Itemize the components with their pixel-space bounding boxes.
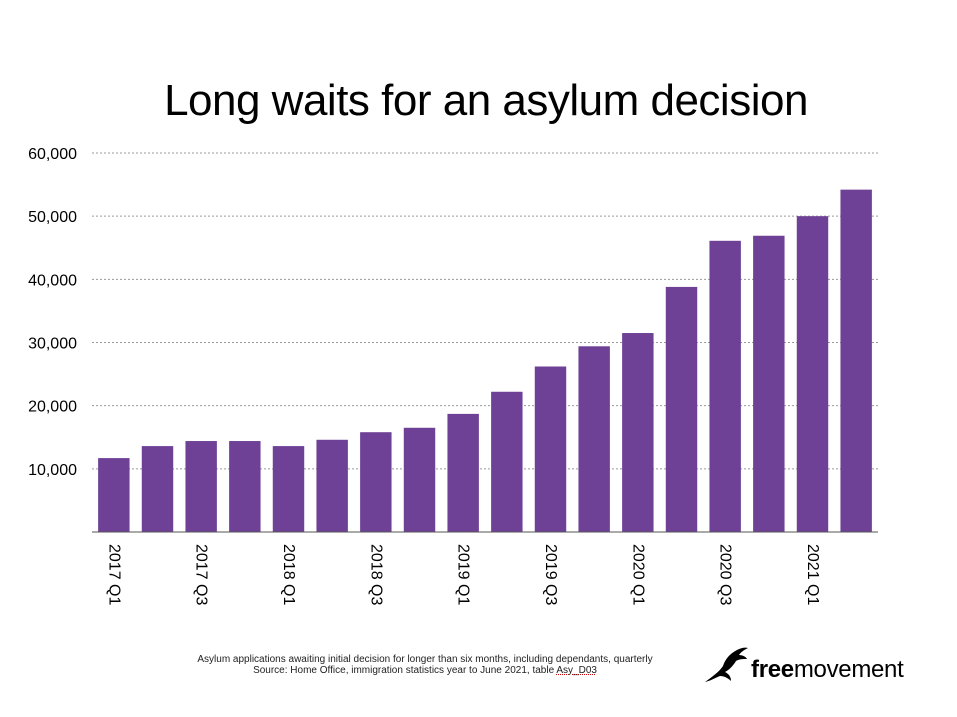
bird-icon	[705, 647, 748, 682]
caption-source-text: Source: Home Office, immigration statist…	[253, 665, 557, 676]
x-tick-label: 2017 Q3	[193, 544, 210, 605]
x-tick-label: 2020 Q3	[717, 544, 734, 605]
bar	[840, 189, 872, 533]
bar	[360, 432, 392, 532]
caption-description: Asylum applications awaiting initial dec…	[197, 654, 653, 665]
y-tick-label: 10,000	[28, 462, 77, 479]
bar	[491, 391, 523, 532]
y-tick-label: 50,000	[28, 209, 77, 226]
bar	[622, 333, 654, 532]
y-tick-label: 30,000	[28, 336, 77, 353]
logo-bold-text: free	[751, 656, 794, 683]
bars	[98, 189, 872, 533]
bar	[316, 439, 348, 532]
bar	[185, 441, 217, 532]
gridlines	[92, 152, 878, 470]
x-tick-label: 2019 Q3	[542, 544, 559, 605]
y-tick-label: 60,000	[28, 146, 77, 163]
y-tick-label: 20,000	[28, 399, 77, 416]
x-tick-label: 2019 Q1	[455, 544, 472, 605]
bar	[753, 235, 785, 532]
bar	[578, 346, 610, 532]
bar	[534, 366, 567, 532]
caption-table-ref: Asy_D03	[556, 665, 597, 676]
bar-chart: 10,000 20,000 30,000 40,000 50,000 60,000 201…	[28, 146, 878, 605]
bar	[141, 446, 174, 532]
chart-title: Long waits for an asylum decision	[164, 76, 808, 125]
bar	[403, 427, 436, 532]
x-tick-label: 2017 Q1	[105, 544, 122, 605]
logo-wordmark: freemovement	[751, 656, 904, 684]
y-tick-label: 40,000	[28, 272, 77, 289]
bar	[98, 458, 130, 532]
logo-regular-text: movement	[793, 656, 904, 683]
x-tick-label: 2020 Q1	[629, 544, 646, 605]
x-axis-tick-labels: 2017 Q1 2017 Q3 2018 Q1 2018 Q3 2019 Q1 2019 …	[105, 544, 821, 605]
chart-caption: Asylum applications awaiting initial dec…	[150, 654, 700, 676]
x-tick-label: 2018 Q1	[280, 544, 297, 605]
bar	[796, 216, 829, 532]
bar	[272, 446, 305, 532]
bar	[447, 413, 479, 532]
bar	[665, 286, 698, 532]
y-axis-tick-labels: 10,000 20,000 30,000 40,000 50,000 60,000	[28, 146, 77, 479]
bar	[709, 240, 741, 532]
x-tick-label: 2021 Q1	[804, 544, 821, 605]
caption-source: Source: Home Office, immigration statist…	[150, 665, 700, 676]
bar	[229, 441, 261, 532]
freemovement-logo: freemovement	[703, 646, 904, 686]
x-tick-label: 2018 Q3	[367, 544, 384, 605]
